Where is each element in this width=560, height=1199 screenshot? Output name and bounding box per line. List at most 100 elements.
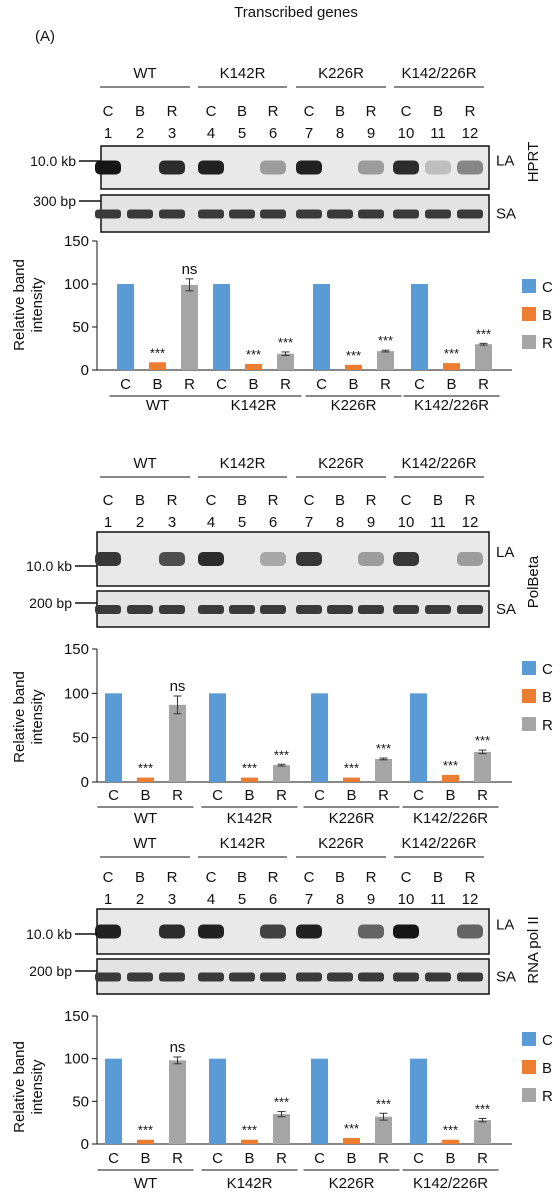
lane-number: 1 (104, 125, 112, 142)
category-label: K142/226R (414, 397, 489, 414)
bar-c (105, 693, 122, 782)
gel-band (159, 972, 185, 982)
lane-letter: R (366, 869, 377, 886)
gel-band (393, 209, 419, 219)
lane-number: 8 (336, 891, 344, 908)
significance-label: *** (475, 1101, 490, 1116)
bar-letter: R (378, 787, 389, 804)
lane-number: 3 (168, 514, 176, 531)
strain-label: WT (133, 455, 156, 472)
lane-letter: R (268, 103, 279, 120)
significance-label: *** (443, 758, 458, 773)
size-marker: 10.0 kb (26, 926, 72, 942)
y-tick-label: 50 (72, 319, 89, 336)
bar-letter: C (120, 376, 131, 393)
lane-letter: B (237, 869, 247, 886)
lane-number: 3 (168, 891, 176, 908)
significance-label: *** (376, 741, 391, 756)
significance-label: *** (274, 1095, 289, 1110)
legend-label: C (542, 1032, 553, 1049)
lane-letter: B (237, 492, 247, 509)
gel-band (260, 209, 286, 219)
gel-band (159, 605, 185, 614)
gel-band (198, 605, 224, 614)
lane-letter: C (206, 103, 217, 120)
gel-band (260, 605, 286, 614)
bar-r (375, 758, 392, 782)
gel-band (296, 605, 322, 614)
gene-label: PolBeta (525, 555, 542, 608)
bar-c (311, 1058, 328, 1144)
category-label: WT (146, 397, 169, 414)
gel-band (457, 605, 483, 614)
strain-label: K142R (220, 65, 266, 82)
size-marker: 10.0 kb (26, 558, 72, 574)
significance-label: *** (344, 761, 359, 776)
bar-letter: B (445, 1150, 455, 1167)
gel-band (358, 160, 384, 175)
legend-swatch-c (522, 1032, 536, 1046)
lane-letter: C (304, 869, 315, 886)
gel-band (159, 209, 185, 219)
lane-number: 7 (305, 514, 313, 531)
bar-c (313, 284, 330, 370)
lane-letter: B (135, 492, 145, 509)
lane-number: 1 (104, 891, 112, 908)
category-label: K226R (329, 1175, 375, 1192)
significance-label: *** (246, 347, 261, 362)
bar-c (411, 284, 428, 370)
significance-label: *** (242, 761, 257, 776)
bar-r (273, 1114, 290, 1144)
strain-label: K142/226R (401, 835, 476, 852)
lane-letter: B (433, 492, 443, 509)
figure-title: Transcribed genes (234, 4, 358, 21)
bar-letter: C (413, 787, 424, 804)
lane-letter: C (206, 869, 217, 886)
bar-letter: C (108, 787, 119, 804)
lane-number: 4 (207, 891, 215, 908)
strain-label: WT (133, 65, 156, 82)
bar-letter: R (280, 376, 291, 393)
gel-band (425, 605, 451, 614)
gel-band (198, 160, 224, 175)
gel-band (95, 160, 121, 175)
legend-swatch-r (522, 335, 536, 349)
band-label-sa: SA (496, 969, 516, 986)
size-marker: 200 bp (29, 963, 72, 979)
gel-band (95, 605, 121, 614)
bar-b (343, 1138, 360, 1144)
bar-c (209, 693, 226, 782)
lane-letter: B (433, 869, 443, 886)
y-tick-label: 100 (64, 685, 89, 702)
gel-band (159, 160, 185, 175)
gel-band (457, 160, 483, 175)
bar-b (241, 777, 258, 782)
lane-number: 6 (269, 125, 277, 142)
bar-r (277, 353, 294, 370)
legend-swatch-c (522, 279, 536, 293)
gel-band (198, 972, 224, 982)
bar-r (474, 1120, 491, 1144)
lane-letter: C (304, 492, 315, 509)
gel-long-amplicon (96, 908, 490, 955)
bar-letter: B (348, 376, 358, 393)
legend-label: R (542, 335, 553, 352)
gel-band (229, 605, 255, 614)
gel-band (159, 552, 185, 566)
strain-label: K226R (318, 455, 364, 472)
lane-number: 3 (168, 125, 176, 142)
lane-number: 4 (207, 125, 215, 142)
y-axis-label: intensity (29, 689, 46, 745)
gel-band (393, 924, 419, 939)
band-label-la: LA (496, 917, 514, 934)
lane-letter: C (401, 492, 412, 509)
bar-b (137, 777, 154, 782)
significance-label: ns (170, 1039, 186, 1056)
panel-label: (A) (35, 28, 55, 45)
strain-label: K226R (318, 835, 364, 852)
legend-swatch-b (522, 307, 536, 321)
bar-b (241, 1139, 258, 1144)
bar-letter: R (184, 376, 195, 393)
gel-band (425, 209, 451, 219)
legend-swatch-c (522, 661, 536, 675)
